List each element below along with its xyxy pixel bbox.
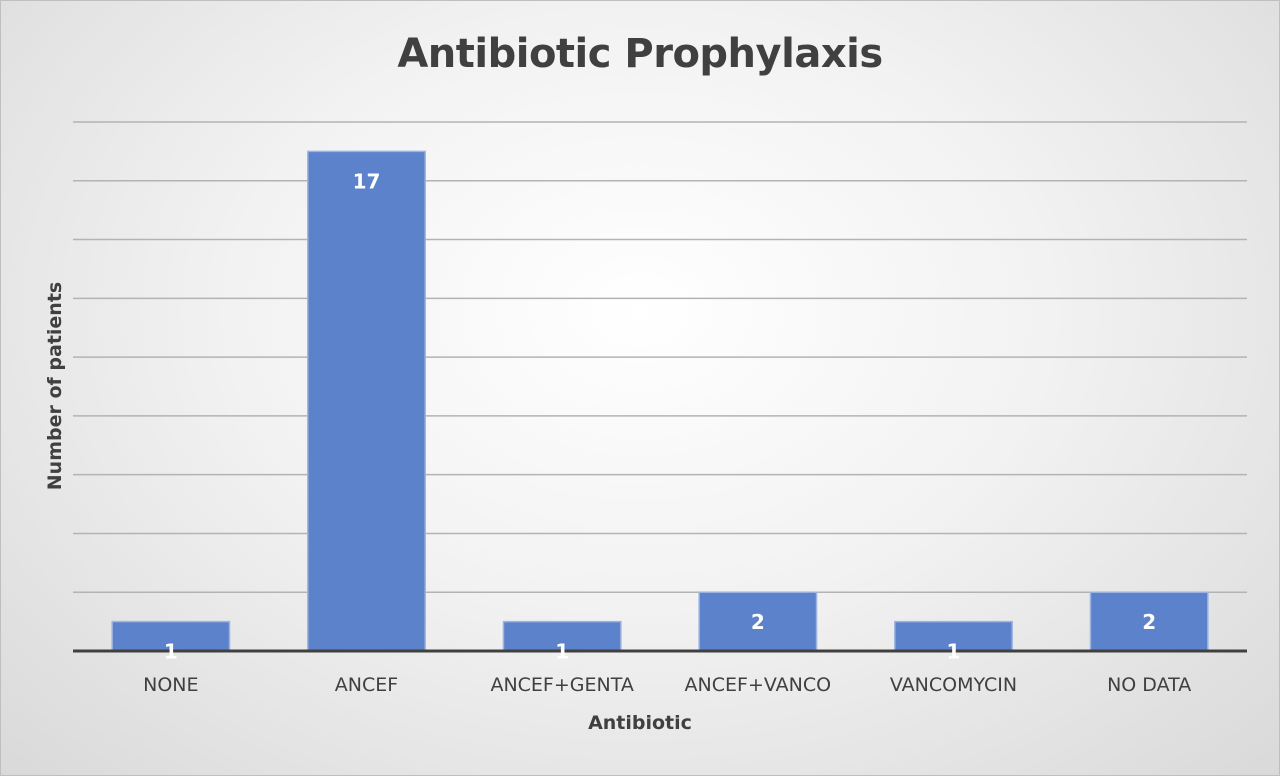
bar — [502, 620, 622, 652]
category-labels: NONE ANCEF ANCEF+GENTA ANCEF+VANCO VANCOMYCI… — [143, 674, 1191, 696]
data-label: 17 — [353, 169, 381, 193]
x-axis-title: Antibiotic — [588, 712, 692, 734]
data-label: 2 — [751, 610, 765, 634]
category-label: ANCEF+VANCO — [685, 674, 832, 696]
category-label: ANCEF — [335, 674, 398, 696]
bar — [307, 150, 426, 652]
data-labels: 1 17 1 2 1 2 — [164, 169, 1156, 663]
bars — [111, 150, 1209, 652]
bar — [894, 620, 1013, 652]
bar — [1089, 591, 1209, 652]
chart-title: Antibiotic Prophylaxis — [397, 31, 883, 77]
gridlines — [73, 121, 1247, 593]
category-label: NONE — [143, 674, 198, 696]
data-label: 1 — [164, 640, 178, 664]
category-label: NO DATA — [1107, 674, 1191, 696]
data-label: 1 — [555, 640, 569, 664]
data-label: 1 — [947, 640, 961, 664]
category-label: ANCEF+GENTA — [490, 674, 633, 696]
bar — [698, 591, 818, 652]
category-label: VANCOMYCIN — [890, 674, 1017, 696]
data-label: 2 — [1142, 610, 1156, 634]
bar — [111, 620, 231, 652]
